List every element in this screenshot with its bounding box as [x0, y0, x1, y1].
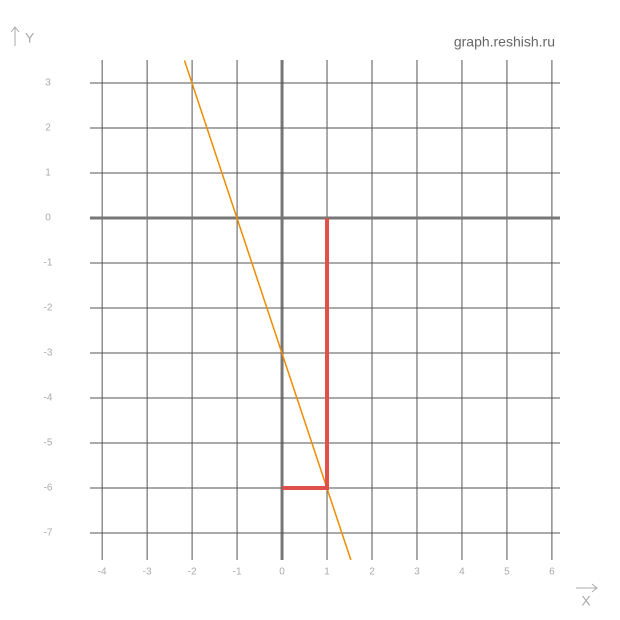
x-tick-label: 4: [459, 567, 465, 578]
y-tick-label: 2: [45, 123, 51, 134]
x-tick-label: 5: [504, 567, 510, 578]
y-tick-label: 0: [45, 213, 51, 224]
series-line: [183, 60, 352, 561]
x-tick-label: 1: [324, 567, 330, 578]
series-line: [282, 217, 330, 490]
x-tick-label: -2: [188, 567, 197, 578]
x-tick-label: 3: [414, 567, 420, 578]
x-tick-label: 2: [369, 567, 375, 578]
x-tick-label: 0: [279, 567, 285, 578]
y-tick-label: -2: [44, 303, 53, 314]
y-tick-label: -3: [44, 348, 53, 359]
watermark: graph.reshish.ru: [454, 34, 555, 50]
x-arrow: [576, 583, 598, 593]
y-axis-label: Y: [25, 30, 35, 46]
x-tick-label: -1: [233, 567, 242, 578]
y-tick-label: 3: [45, 78, 51, 89]
y-tick-label: -6: [44, 483, 53, 494]
x-axis-label: X: [581, 593, 591, 609]
y-tick-label: -5: [44, 438, 53, 449]
x-tick-label: -4: [98, 567, 107, 578]
x-tick-label: -3: [143, 567, 152, 578]
y-tick-label: -4: [44, 393, 53, 404]
y-tick-label: -1: [44, 258, 53, 269]
y-tick-label: 1: [45, 168, 51, 179]
x-tick-label: 6: [549, 567, 555, 578]
y-tick-label: -7: [44, 528, 53, 539]
y-arrow: [10, 26, 20, 46]
